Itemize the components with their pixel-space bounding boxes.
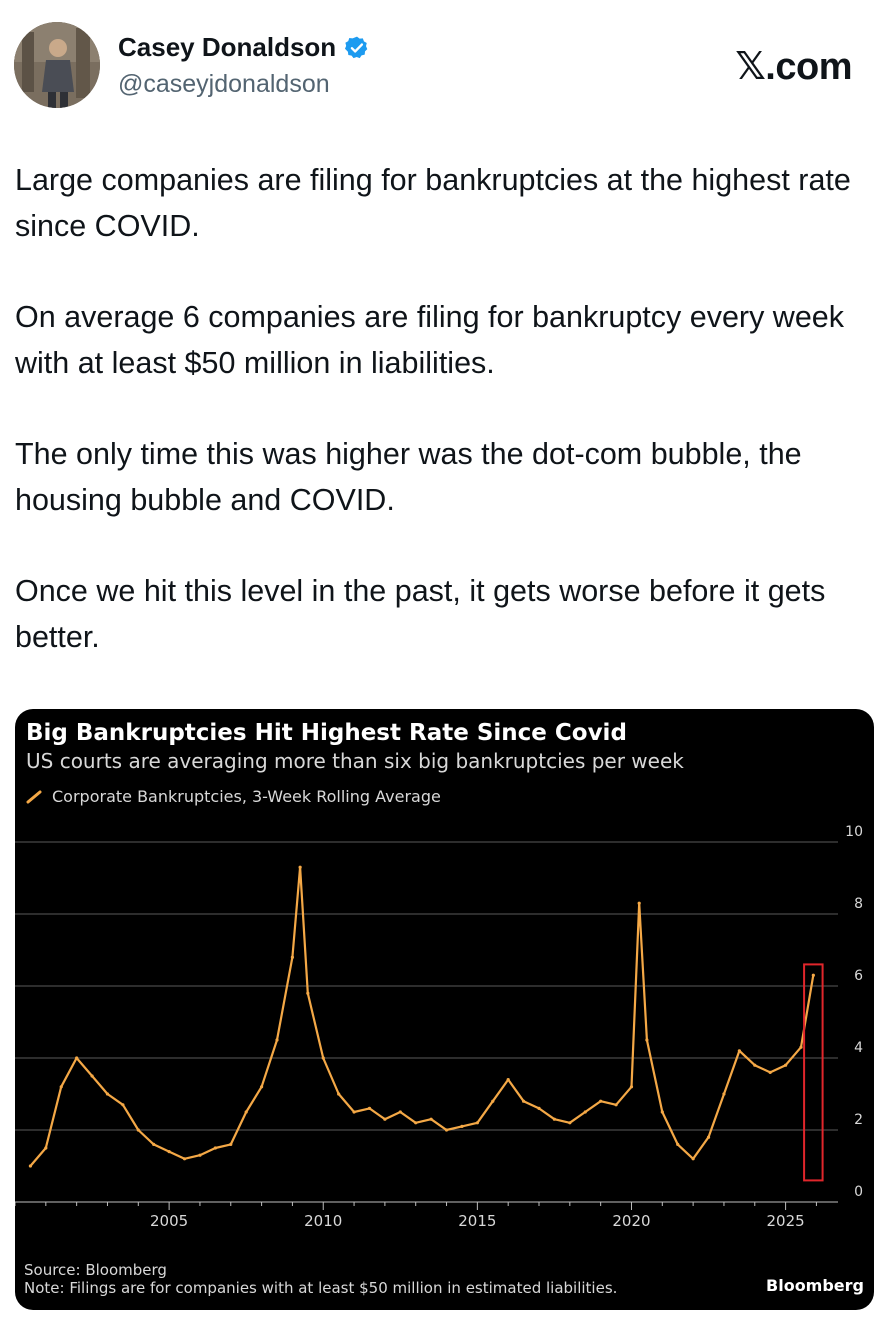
data-point — [637, 901, 641, 905]
data-point — [768, 1070, 772, 1074]
data-point — [629, 1085, 634, 1089]
data-point — [460, 1124, 464, 1128]
y-tick-label: 4 — [854, 1040, 863, 1056]
highlight-box — [803, 963, 824, 1182]
data-point — [521, 1099, 526, 1103]
data-point — [167, 1150, 171, 1154]
data-point — [506, 1078, 510, 1082]
legend-line-icon — [26, 790, 42, 803]
x-tick-label: 2015 — [458, 1212, 496, 1230]
data-point — [383, 1117, 387, 1121]
data-point — [706, 1135, 711, 1139]
author-name[interactable]: Casey Donaldson — [118, 32, 337, 62]
data-point — [275, 1038, 279, 1042]
data-point — [537, 1106, 541, 1110]
data-point — [691, 1157, 695, 1161]
author-handle[interactable]: @caseyjdonaldson — [118, 70, 330, 98]
data-point — [290, 955, 295, 959]
chart-note: Note: Filings are for companies with at … — [24, 1279, 618, 1297]
tweet-header: Casey Donaldson @caseyjdonaldson 𝕏.com — [14, 22, 874, 112]
y-tick-label: 8 — [854, 896, 863, 912]
y-tick-label: 6 — [854, 968, 863, 984]
data-point — [614, 1103, 618, 1107]
data-point — [90, 1074, 94, 1078]
data-point — [352, 1110, 356, 1114]
data-point — [105, 1092, 110, 1096]
data-point — [568, 1121, 572, 1125]
chart-source: Source: Bloomberg — [24, 1261, 167, 1279]
data-point — [398, 1110, 402, 1114]
x-tick-label: 2025 — [767, 1212, 805, 1230]
chart-title: Big Bankruptcies Hit Highest Rate Since … — [26, 720, 627, 746]
data-point — [337, 1092, 341, 1096]
chart-subtitle: US courts are averaging more than six bi… — [26, 749, 684, 773]
avatar-photo — [14, 22, 100, 108]
data-point — [229, 1142, 233, 1146]
x-tick-label: 2010 — [304, 1212, 342, 1230]
y-tick-label: 10 — [845, 824, 863, 840]
y-tick-label: 2 — [854, 1112, 863, 1128]
data-point — [298, 865, 302, 869]
data-point — [552, 1117, 557, 1121]
data-point — [59, 1085, 63, 1089]
data-point — [444, 1128, 449, 1132]
data-point — [753, 1063, 757, 1067]
data-point — [367, 1106, 372, 1110]
data-point — [583, 1110, 587, 1114]
series-line — [29, 866, 815, 1167]
data-point — [136, 1128, 140, 1132]
data-point — [121, 1103, 125, 1107]
chart-plot: 0 2 4 6 8 10 2005 2010 2015 2020 2025 — [15, 824, 863, 1230]
chart-legend: Corporate Bankruptcies, 3-Week Rolling A… — [26, 787, 441, 806]
data-point — [244, 1110, 248, 1114]
data-point — [722, 1092, 726, 1096]
x-tick-label: 2005 — [150, 1212, 188, 1230]
data-point — [321, 1056, 325, 1060]
data-point — [599, 1099, 603, 1103]
data-point — [737, 1049, 741, 1053]
chart-image[interactable]: Big Bankruptcies Hit Highest Rate Since … — [15, 709, 874, 1310]
data-point — [660, 1110, 664, 1114]
data-point — [414, 1121, 418, 1125]
data-point — [213, 1146, 217, 1150]
data-point — [44, 1146, 48, 1150]
data-point — [429, 1117, 433, 1121]
data-point — [491, 1099, 495, 1103]
data-point — [198, 1153, 202, 1157]
data-point — [799, 1045, 803, 1049]
data-point — [28, 1164, 33, 1168]
x-logo[interactable]: 𝕏.com — [735, 46, 852, 88]
tweet-paragraph: The only time this was higher was the do… — [15, 437, 802, 517]
bloomberg-logo: Bloomberg — [766, 1276, 864, 1295]
tweet-paragraph: Once we hit this level in the past, it g… — [15, 574, 826, 654]
data-point — [259, 1085, 264, 1089]
avatar[interactable] — [14, 22, 100, 108]
data-point — [475, 1121, 479, 1125]
data-point — [811, 973, 815, 977]
y-tick-label: 0 — [854, 1184, 863, 1200]
data-point — [182, 1157, 187, 1161]
data-point — [645, 1038, 649, 1042]
tweet-body: Large companies are filing for bankruptc… — [15, 158, 875, 706]
data-point — [152, 1142, 156, 1146]
data-point — [75, 1056, 79, 1060]
data-point — [306, 991, 310, 995]
legend-label: Corporate Bankruptcies, 3-Week Rolling A… — [52, 787, 441, 806]
data-point — [676, 1142, 680, 1146]
x-tick-label: 2020 — [612, 1212, 650, 1230]
data-point — [783, 1063, 788, 1067]
tweet-paragraph: On average 6 companies are filing for ba… — [15, 300, 845, 380]
verified-badge-icon — [344, 35, 370, 61]
tweet-paragraph: Large companies are filing for bankruptc… — [15, 163, 851, 243]
